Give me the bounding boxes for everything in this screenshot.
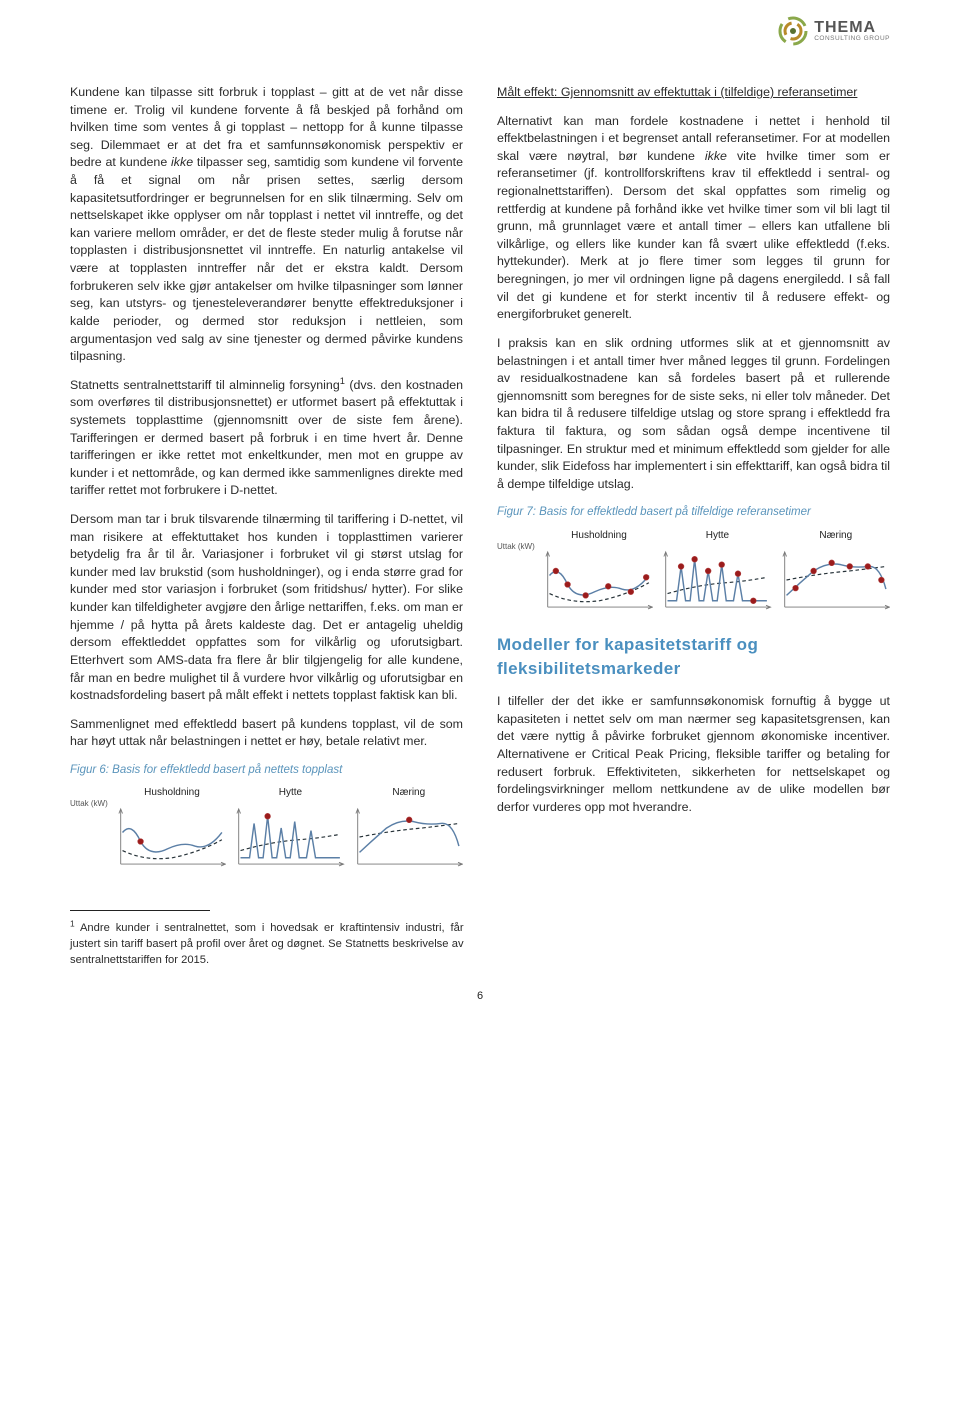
left-para-2: Statnetts sentralnettstariff til alminne… [70, 377, 463, 500]
figure-7-ylabel: Uttak (kW) [497, 541, 535, 552]
fig6-panel-hytte: Hytte [236, 786, 344, 872]
logo-mark-icon [778, 16, 808, 46]
footnote-1: 1 Andre kunder i sentralnettet, som i ho… [70, 921, 464, 969]
fig6-husholdning-svg [118, 802, 226, 872]
fig7-panel-husholdning: Husholdning [545, 529, 653, 615]
fig6-panel-naering: Næring [355, 786, 463, 872]
right-para-3: I tilfeller der det ikke er samfunnsøkon… [497, 693, 890, 816]
right-column: Målt effekt: Gjennomsnitt av effektuttak… [497, 84, 890, 882]
figure-6-chart: Uttak (kW) Husholdning Hytte Næring [70, 786, 463, 872]
right-heading-1: Målt effekt: Gjennomsnitt av effektuttak… [497, 84, 890, 102]
figure-7-chart: Uttak (kW) Husholdning Hytte Næring [497, 529, 890, 615]
right-para-1: Alternativt kan man fordele kostnadene i… [497, 113, 890, 324]
fig6-hytte-svg [236, 802, 344, 872]
two-column-layout: Kundene kan tilpasse sitt forbruk i topp… [70, 84, 890, 882]
fig7-husholdning-svg [545, 545, 653, 615]
logo-subtitle: CONSULTING GROUP [814, 36, 890, 43]
footnote-separator [70, 910, 210, 911]
page-number: 6 [70, 989, 890, 1005]
logo-brand: THEMA [814, 20, 890, 36]
fig7-naering-svg [782, 545, 890, 615]
left-para-4: Sammenlignet med effektledd basert på ku… [70, 716, 463, 751]
fig7-hytte-svg [663, 545, 771, 615]
fig7-panel-naering: Næring [782, 529, 890, 615]
left-para-1: Kundene kan tilpasse sitt forbruk i topp… [70, 84, 463, 366]
logo: THEMA CONSULTING GROUP [778, 16, 890, 46]
fig6-panel-husholdning: Husholdning [118, 786, 226, 872]
right-heading-2: Modeller for kapasitetstariff og fleksib… [497, 633, 890, 681]
fig6-naering-svg [355, 802, 463, 872]
right-para-2: I praksis kan en slik ordning utformes s… [497, 335, 890, 493]
left-column: Kundene kan tilpasse sitt forbruk i topp… [70, 84, 463, 882]
left-para-3: Dersom man tar i bruk tilsvarende tilnær… [70, 511, 463, 705]
fig7-panel-hytte: Hytte [663, 529, 771, 615]
figure-6-caption: Figur 6: Basis for effektledd basert på … [70, 762, 463, 778]
figure-7-caption: Figur 7: Basis for effektledd basert på … [497, 504, 890, 520]
figure-6-ylabel: Uttak (kW) [70, 798, 108, 809]
